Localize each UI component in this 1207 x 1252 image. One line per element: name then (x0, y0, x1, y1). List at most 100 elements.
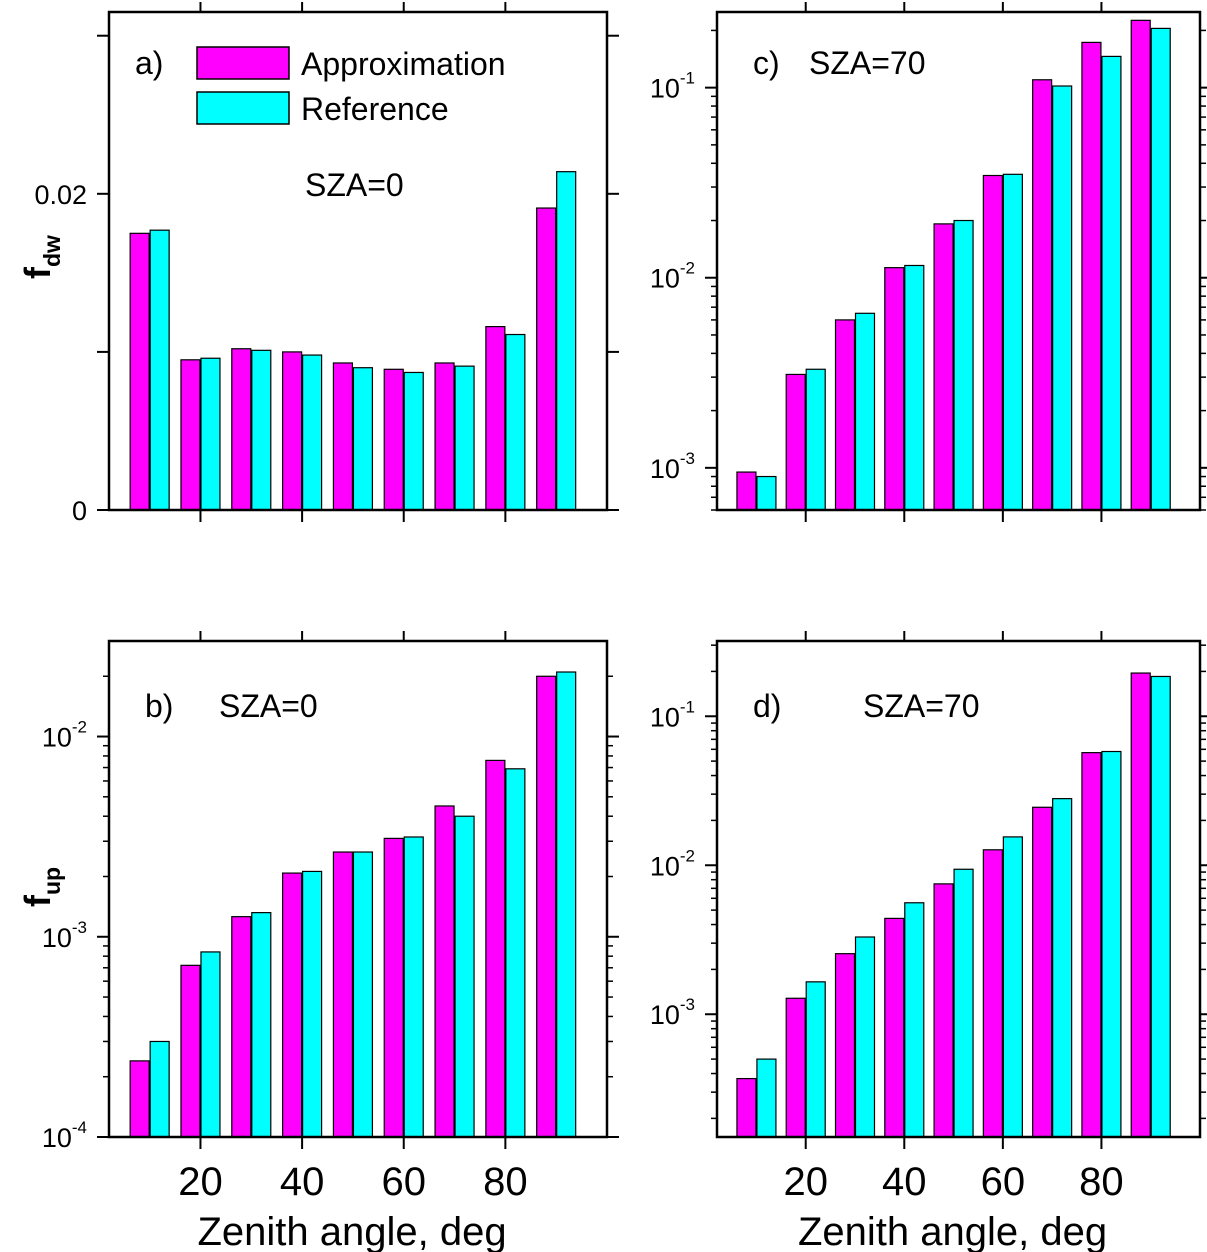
panel-c-fdw-log: 10-3 10-2 10-1 c) SZA=70 (650, 2, 1207, 522)
legend-label-reference: Reference (301, 91, 449, 127)
bar-reference-40 (302, 354, 323, 511)
bar-approximation-80 (1081, 41, 1102, 511)
y-tick-label: 10-3 (650, 995, 695, 1030)
y-tick-label: 10-1 (650, 69, 695, 104)
bar-reference-10 (149, 1040, 170, 1138)
x-tick-label: 40 (882, 1160, 927, 1204)
panel-label: b) (145, 688, 173, 724)
plot-frame (715, 10, 1202, 512)
bar-approximation-30 (231, 916, 252, 1138)
bar-reference-40 (904, 902, 925, 1138)
bar-approximation-20 (785, 373, 806, 511)
bar-reference-20 (200, 951, 221, 1138)
bar-reference-10 (149, 229, 170, 511)
bar-reference-90 (556, 671, 577, 1138)
x-tick-label: 20 (783, 1160, 828, 1204)
panel-a-fdw-linear: 0 0.02 a) SZA=0 fdw Approximation Reference (17, 2, 619, 526)
panel-label: a) (135, 45, 163, 81)
bar-approximation-30 (834, 953, 856, 1138)
bar-reference-80 (1101, 55, 1122, 511)
plot-frame (107, 10, 609, 512)
bar-reference-70 (1052, 85, 1073, 511)
bar-reference-80 (1101, 750, 1122, 1138)
bar-reference-20 (200, 357, 221, 511)
bar-reference-80 (505, 333, 526, 511)
bar-approximation-20 (785, 997, 806, 1138)
y-axis-label: fup (17, 867, 65, 907)
bar-approximation-40 (282, 872, 303, 1138)
bar-reference-30 (251, 912, 272, 1138)
bar-reference-50 (352, 367, 374, 511)
y-tick-label: 10-3 (42, 918, 87, 953)
bar-approximation-10 (129, 1060, 150, 1138)
sza-annotation: SZA=0 (219, 688, 318, 724)
x-tick-label: 60 (381, 1160, 426, 1204)
x-axis-label: Zenith angle, deg (798, 1210, 1107, 1252)
bar-approximation-90 (536, 675, 557, 1138)
panel-label: d) (753, 688, 781, 724)
bar-reference-40 (904, 264, 925, 511)
bar-approximation-10 (129, 232, 150, 511)
bar-approximation-60 (982, 174, 1003, 511)
x-tick-label: 60 (981, 1160, 1026, 1204)
sza-annotation: SZA=70 (863, 688, 980, 724)
bar-approximation-10 (736, 471, 757, 511)
bar-reference-40 (302, 870, 323, 1138)
bar-approximation-70 (434, 362, 455, 511)
bar-approximation-20 (180, 359, 201, 511)
y-tick-label: 0.02 (34, 180, 87, 210)
bar-approximation-50 (933, 223, 954, 511)
bar-reference-60 (403, 371, 424, 511)
legend-swatch-reference (196, 91, 290, 125)
y-tick-label: 10-4 (42, 1118, 87, 1153)
bar-approximation-90 (1130, 19, 1151, 511)
bar-approximation-40 (884, 267, 905, 511)
bar-reference-90 (556, 171, 577, 511)
bar-approximation-80 (485, 326, 506, 511)
bar-reference-20 (805, 368, 826, 511)
bar-approximation-70 (434, 805, 455, 1138)
bar-reference-80 (505, 768, 526, 1138)
legend-swatch-approximation (196, 46, 290, 80)
bar-reference-30 (251, 349, 272, 511)
bar-approximation-90 (1130, 672, 1151, 1138)
bar-reference-30 (854, 312, 876, 511)
panel-label: c) (753, 45, 780, 81)
bar-approximation-60 (383, 837, 404, 1138)
y-tick-label: 0 (72, 496, 87, 526)
bar-approximation-30 (231, 348, 252, 511)
bar-approximation-40 (884, 917, 905, 1138)
bar-approximation-40 (282, 351, 303, 511)
y-axis-label: fdw (17, 235, 65, 279)
bar-reference-90 (1150, 675, 1171, 1138)
bar-reference-30 (854, 936, 876, 1138)
bar-approximation-10 (736, 1077, 757, 1138)
panel-b-fup-log: 20 40 60 80 10-4 10-3 10-2 b) SZA=0 fup Zenith ang… (17, 631, 619, 1252)
bar-reference-60 (1002, 173, 1023, 511)
plot-frame (107, 639, 609, 1139)
bar-reference-70 (454, 365, 475, 511)
bar-approximation-30 (834, 319, 856, 511)
bar-reference-50 (352, 851, 374, 1138)
x-axis-label: Zenith angle, deg (197, 1210, 506, 1252)
bar-approximation-50 (933, 883, 954, 1138)
y-tick-label: 10-1 (650, 697, 695, 732)
bar-approximation-60 (383, 368, 404, 511)
bar-approximation-60 (982, 849, 1003, 1138)
y-tick-label: 10-2 (650, 259, 695, 294)
legend-label-approximation: Approximation (301, 46, 506, 82)
bar-approximation-80 (485, 759, 506, 1138)
bar-reference-10 (756, 475, 777, 511)
y-tick-label: 10-2 (650, 846, 695, 881)
bar-reference-70 (1052, 798, 1073, 1138)
sza-annotation: SZA=70 (809, 45, 926, 81)
x-tick-label: 20 (178, 1160, 223, 1204)
bar-approximation-50 (332, 362, 354, 511)
x-tick-label: 40 (280, 1160, 325, 1204)
bar-reference-60 (1002, 836, 1023, 1138)
bar-approximation-70 (1032, 806, 1053, 1138)
bar-reference-50 (953, 868, 974, 1138)
bar-reference-10 (756, 1058, 777, 1138)
panel-d-fup-log: 20 40 60 80 10-3 10-2 10-1 d) SZA=70 Zenith angle… (650, 631, 1207, 1252)
